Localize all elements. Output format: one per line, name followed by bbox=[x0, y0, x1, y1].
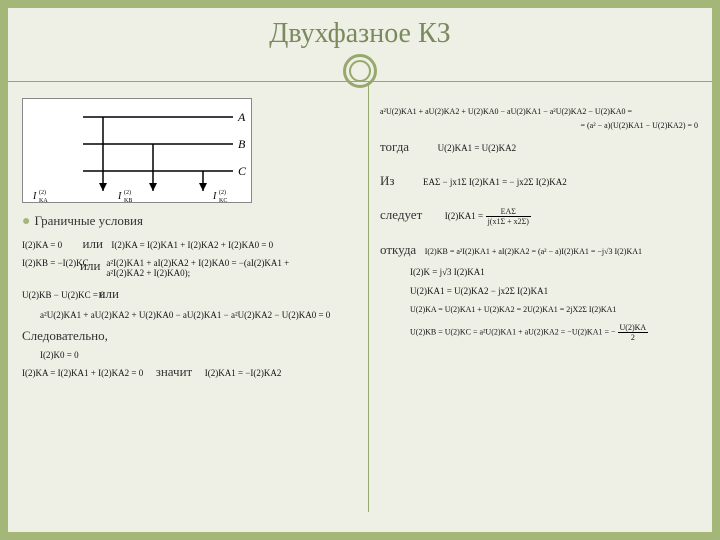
divider-vertical bbox=[368, 81, 369, 512]
eq-r3-num: EAΣ bbox=[486, 207, 531, 217]
svg-text:KB: KB bbox=[124, 198, 132, 204]
follows-label: следует bbox=[380, 207, 422, 223]
svg-text:I: I bbox=[117, 191, 122, 202]
means-label: значит bbox=[156, 364, 193, 380]
svg-text:(2): (2) bbox=[39, 189, 46, 196]
eq-l4: I(2)K0 = 0 bbox=[40, 350, 362, 360]
decor-ring bbox=[343, 54, 377, 88]
circuit-diagram: A B C I(2)KA I(2)KB I(2)KC bbox=[22, 98, 252, 203]
eq-r0: a²U(2)KA1 + aU(2)KA2 + U(2)KA0 − aU(2)KA… bbox=[380, 107, 698, 116]
svg-text:A: A bbox=[237, 110, 246, 124]
eq-r4: I(2)KB = a²I(2)KA1 + aI(2)KA2 = (a² − a)… bbox=[425, 247, 642, 256]
whence-label: откуда bbox=[380, 242, 416, 258]
svg-text:(2): (2) bbox=[124, 189, 131, 196]
eq-l6: I(2)KA1 = −I(2)KA2 bbox=[205, 368, 282, 378]
right-column: a²U(2)KA1 + aU(2)KA2 + U(2)KA0 − aU(2)KA… bbox=[380, 98, 698, 351]
or-1: или bbox=[83, 236, 103, 252]
eq-r1: U(2)KA1 = U(2)KA2 bbox=[438, 143, 517, 153]
svg-text:(2): (2) bbox=[219, 189, 226, 196]
eq-r8-num: U(2)KA bbox=[618, 323, 649, 333]
eq-r3-frac: EAΣj(x1Σ + x2Σ) bbox=[486, 207, 531, 226]
eq-l1a: I(2)KA = 0 bbox=[22, 240, 80, 250]
svg-text:B: B bbox=[238, 137, 246, 151]
svg-text:C: C bbox=[238, 164, 247, 178]
or-2: или bbox=[80, 258, 100, 274]
eq-l3a: U(2)KB − U(2)KC = 0 bbox=[22, 290, 96, 300]
eq-r2: EAΣ − jx1Σ I(2)KA1 = − jx2Σ I(2)KA2 bbox=[423, 177, 567, 187]
eq-l2b: a²I(2)KA1 + aI(2)KA2 + I(2)KA0 = −(aI(2)… bbox=[106, 258, 306, 278]
eq-l1b: I(2)KA = I(2)KA1 + I(2)KA2 + I(2)KA0 = 0 bbox=[111, 240, 273, 250]
from-label: Из bbox=[380, 173, 395, 189]
eq-r3-den: j(x1Σ + x2Σ) bbox=[486, 217, 531, 226]
eq-r3-lhs: I(2)KA1 = bbox=[445, 211, 483, 221]
boundary-heading: ●Граничные условия bbox=[22, 213, 362, 230]
svg-text:I: I bbox=[32, 191, 37, 202]
then-label: тогда bbox=[380, 139, 409, 155]
eq-r7: U(2)KA = U(2)KA1 + U(2)KA2 = 2U(2)KA1 = … bbox=[410, 305, 698, 314]
svg-text:I: I bbox=[212, 191, 217, 202]
or-3: или bbox=[99, 286, 119, 302]
eq-r0b: = (a² − a)(U(2)KA1 − U(2)KA2) = 0 bbox=[380, 121, 698, 130]
eq-l5: I(2)KA = I(2)KA1 + I(2)KA2 = 0 bbox=[22, 368, 143, 378]
therefore-label: Следовательно, bbox=[22, 328, 362, 344]
eq-r8a: U(2)KB = U(2)KC = a²U(2)KA1 + aU(2)KA2 =… bbox=[410, 328, 616, 337]
boundary-label: Граничные условия bbox=[34, 213, 142, 228]
eq-r6: U(2)KA1 = U(2)KA2 − jx2Σ I(2)KA1 bbox=[410, 286, 698, 296]
eq-l3b: a²U(2)KA1 + aU(2)KA2 + U(2)KA0 − aU(2)KA… bbox=[40, 310, 362, 320]
divider-horizontal bbox=[8, 81, 712, 82]
svg-text:KC: KC bbox=[219, 198, 227, 204]
eq-r5: I(2)K = j√3 I(2)KA1 bbox=[410, 267, 698, 277]
eq-r8-den: 2 bbox=[618, 333, 649, 342]
eq-l2a: I(2)KB = −I(2)KC bbox=[22, 258, 80, 268]
svg-text:KA: KA bbox=[39, 198, 48, 204]
eq-r8-frac: U(2)KA2 bbox=[618, 323, 649, 342]
page-title: Двухфазное КЗ bbox=[8, 8, 712, 54]
left-column: A B C I(2)KA I(2)KB I(2)KC ●Граничные ус… bbox=[22, 98, 362, 384]
